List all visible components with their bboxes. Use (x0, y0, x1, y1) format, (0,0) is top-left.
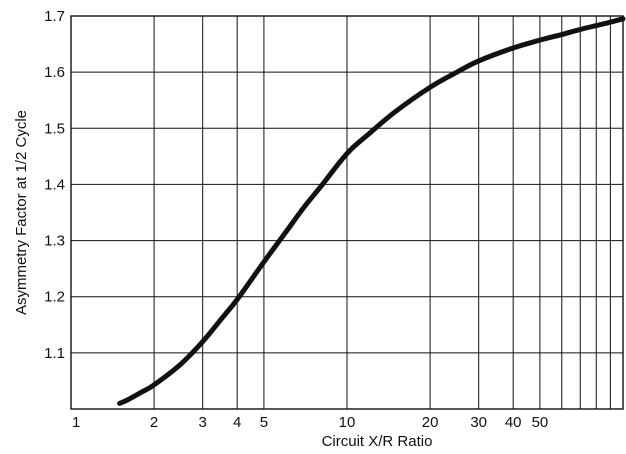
series-layer (117, 16, 626, 406)
y-tick-label: 1.2 (44, 289, 65, 306)
x-tick-label: 4 (233, 414, 241, 431)
y-tick-label: 1.1 (44, 345, 65, 362)
plot-frame (70, 15, 624, 410)
y-axis-title: Asymmetry Factor at 1/2 Cycle (13, 110, 30, 315)
x-tick-label: 20 (422, 414, 439, 431)
series-line (117, 16, 626, 406)
x-tick-label: 1 (72, 414, 80, 431)
x-tick-label: 10 (339, 414, 356, 431)
y-tick-label: 1.4 (44, 176, 65, 193)
x-tick-label: 3 (199, 414, 207, 431)
y-tick-label: 1.3 (44, 233, 65, 250)
x-tick-label: 50 (532, 414, 549, 431)
y-tick-label: 1.5 (44, 120, 65, 137)
x-tick-label: 40 (505, 414, 522, 431)
y-tick-label: 1.7 (44, 8, 65, 25)
y-tick-label: 1.6 (44, 64, 65, 81)
x-tick-labels: 1 2 3 4 5 10 20 30 40 50 (72, 414, 548, 431)
y-tick-labels: 1.1 1.2 1.3 1.4 1.5 1.6 1.7 (44, 8, 65, 362)
x-tick-label: 5 (260, 414, 268, 431)
x-tick-label: 30 (470, 414, 487, 431)
x-tick-label: 2 (150, 414, 158, 431)
grid (71, 16, 623, 409)
x-axis-title: Circuit X/R Ratio (322, 433, 433, 450)
